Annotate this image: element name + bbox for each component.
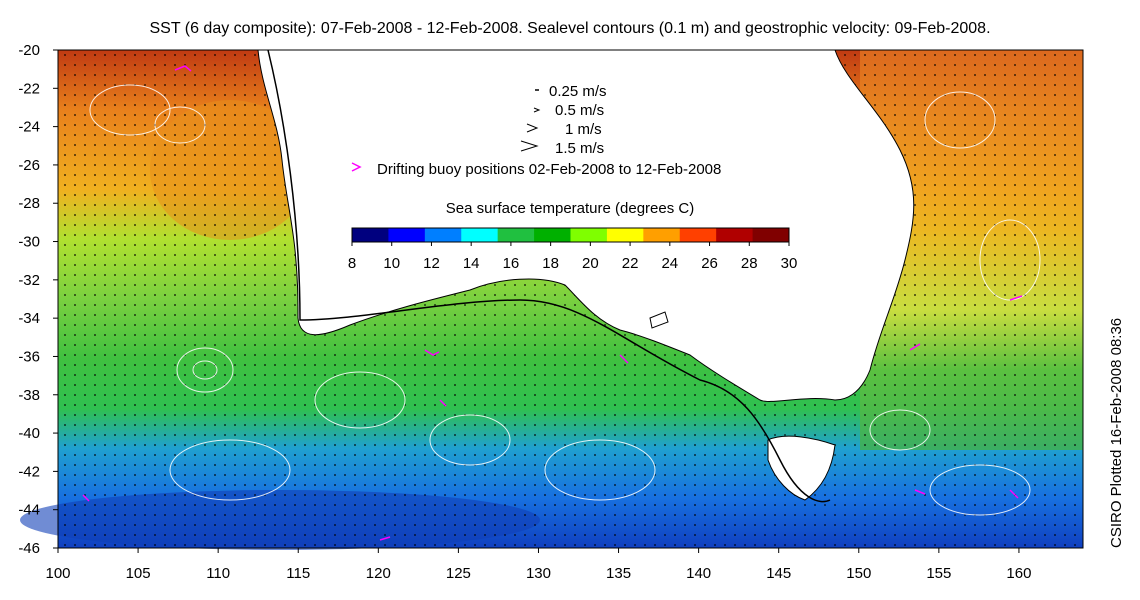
velocity-label-3: 1.5 m/s	[555, 140, 604, 157]
sealevel-contours	[89, 84, 1041, 516]
colorbar-ticks: 8 10 12 14 16 18 20 22 24 26 28 30	[348, 242, 798, 272]
velocity-label-2: 1 m/s	[565, 121, 602, 138]
colorbar-tick-label: 24	[661, 255, 678, 272]
colorbar-tick-label: 28	[741, 255, 758, 272]
colorbar-tick-label: 30	[781, 255, 798, 272]
y-tick-label: -44	[18, 502, 40, 519]
kangaroo-island	[649, 311, 669, 329]
longitude-axis: 100 105 110 115 120 125 130 135 140 145 150 155 160	[45, 548, 1031, 582]
y-tick-label: -46	[18, 540, 40, 557]
x-tick-label: 110	[206, 565, 230, 582]
latitude-axis: -20 -22 -24 -26 -28 -30 -32 -34 -36 -38 -40 -42 -44 -…	[18, 42, 58, 557]
buoy-legend-marker	[351, 162, 362, 172]
y-tick-label: -36	[18, 348, 40, 365]
colorbar-cell	[388, 228, 426, 242]
colorbar-tick-label: 8	[348, 255, 356, 272]
velocity-label-0: 0.25 m/s	[549, 83, 607, 100]
buoy-legend-label: Drifting buoy positions 02-Feb-2008 to 1…	[377, 161, 721, 178]
y-tick-label: -24	[18, 119, 40, 136]
colorbar-cell	[570, 228, 608, 242]
colorbar-tick-label: 14	[463, 255, 480, 272]
y-tick-label: -42	[18, 463, 40, 480]
x-tick-label: 140	[686, 565, 711, 582]
x-tick-label: 130	[526, 565, 551, 582]
velocity-arrow-1	[533, 107, 541, 113]
y-tick-label: -38	[18, 387, 40, 404]
colorbar-tick-label: 22	[622, 255, 639, 272]
x-tick-label: 135	[606, 565, 631, 582]
map-frame	[57, 49, 1084, 549]
tasmania-landmass	[767, 435, 836, 501]
x-tick-label: 155	[926, 565, 951, 582]
colorbar-cell	[679, 228, 717, 242]
shelf-break-contour	[267, 49, 831, 503]
y-tick-label: -34	[18, 310, 40, 327]
colorbar-cell	[497, 228, 535, 242]
y-tick-label: -22	[18, 80, 40, 97]
y-tick-label: -28	[18, 195, 40, 212]
colorbar: Sea surface temperature (degrees C) 8 10 1…	[348, 200, 798, 272]
colorbar-cell	[352, 228, 389, 242]
map-plot-area: 0.25 m/s 0.5 m/s 1 m/s 1.5 m/s Drifting …	[20, 49, 1084, 550]
colorbar-cell	[461, 228, 499, 242]
colorbar-tick-label: 16	[503, 255, 520, 272]
x-tick-label: 125	[446, 565, 471, 582]
x-tick-label: 120	[366, 565, 391, 582]
velocity-label-1: 0.5 m/s	[555, 102, 604, 119]
colorbar-cell	[643, 228, 681, 242]
colorbar-tick-label: 18	[542, 255, 559, 272]
drifting-buoy-tracks	[82, 65, 1023, 541]
y-tick-label: -32	[18, 272, 40, 289]
velocity-legend: 0.25 m/s 0.5 m/s 1 m/s 1.5 m/s Drifting …	[351, 83, 721, 178]
colorbar-tick-label: 26	[701, 255, 718, 272]
y-tick-label: -20	[18, 42, 40, 59]
colorbar-tick-label: 12	[423, 255, 440, 272]
velocity-arrow-2	[526, 123, 539, 133]
x-tick-label: 145	[766, 565, 791, 582]
x-tick-label: 115	[286, 565, 310, 582]
x-tick-label: 160	[1006, 565, 1031, 582]
x-tick-label: 100	[45, 565, 70, 582]
colorbar-title: Sea surface temperature (degrees C)	[446, 200, 694, 217]
colorbar-frame	[351, 227, 790, 243]
colorbar-cell	[606, 228, 644, 242]
velocity-arrow-3	[520, 140, 539, 152]
colorbar-cell	[424, 228, 462, 242]
colorbar-cells	[352, 228, 790, 242]
colorbar-cell	[534, 228, 571, 242]
x-tick-label: 150	[846, 565, 871, 582]
y-tick-label: -26	[18, 157, 40, 174]
colorbar-cell	[716, 228, 754, 242]
y-tick-label: -40	[18, 425, 40, 442]
colorbar-cell	[752, 228, 790, 242]
credit-label: CSIRO Plotted 16-Feb-2008 08:36	[1108, 317, 1125, 548]
x-tick-label: 105	[126, 565, 151, 582]
map-title: SST (6 day composite): 07-Feb-2008 - 12-…	[149, 20, 991, 37]
colorbar-tick-label: 20	[582, 255, 599, 272]
y-tick-label: -30	[18, 234, 40, 251]
australia-landmass	[257, 49, 915, 402]
colorbar-tick-label: 10	[383, 255, 400, 272]
